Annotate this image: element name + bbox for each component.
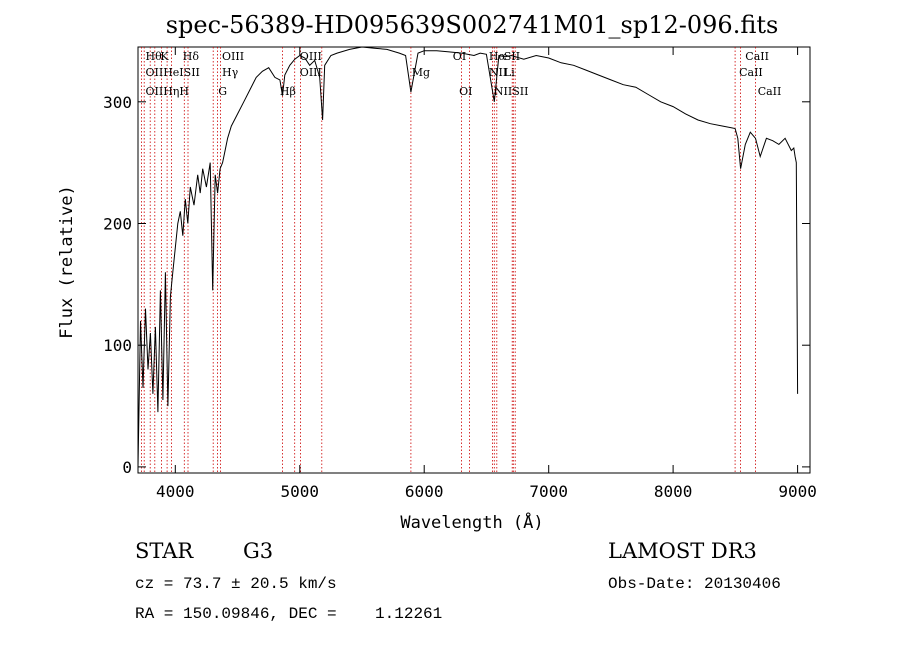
- line-label-1-3: Mg: [412, 66, 430, 79]
- line-label-1-0: OIIHeISII: [146, 66, 200, 79]
- object-type: STAR: [135, 539, 194, 563]
- y-axis-label: Flux (relative): [57, 185, 77, 339]
- line-label-2-3: OI: [459, 85, 472, 98]
- line-label-2-4: NIISII: [494, 85, 529, 98]
- line-label-2-5: CaII: [758, 85, 782, 98]
- chart-title: spec-56389-HD095639S002741M01_sp12-096.f…: [166, 11, 779, 39]
- x-tick-label-3: 7000: [529, 482, 568, 501]
- spectral-class: G3: [243, 539, 274, 563]
- x-tick-label-2: 6000: [405, 482, 444, 501]
- line-label-0-3: OIII: [222, 50, 244, 63]
- survey-name: LAMOST DR3: [608, 539, 757, 563]
- line-label-1-2: OIII: [300, 66, 322, 79]
- line-label-2-1: G: [218, 85, 227, 98]
- emission-line-markers: [140, 47, 756, 473]
- line-label-2-2: Hβ: [280, 85, 296, 98]
- line-label-0-8: CaII: [745, 50, 769, 63]
- x-tick-label-0: 4000: [156, 482, 195, 501]
- x-tick-label-1: 5000: [281, 482, 320, 501]
- x-axis-label: Wavelength (Å): [400, 511, 543, 533]
- y-tick-label-2: 200: [103, 215, 132, 234]
- line-label-1-5: Li: [504, 66, 515, 79]
- y-tick-label-0: 0: [122, 458, 132, 477]
- line-label-1-6: CaII: [739, 66, 763, 79]
- y-tick-label-1: 100: [103, 336, 132, 355]
- spectrum-series-line: [137, 46, 799, 467]
- x-axis-ticks: 4000 5000 6000 7000 8000 9000: [156, 47, 817, 501]
- coordinates: RA = 150.09846, DEC = 1.12261: [135, 605, 443, 623]
- y-tick-label-3: 300: [103, 93, 132, 112]
- line-label-1-4: NII: [489, 66, 507, 79]
- line-label-0-4: OIII: [300, 50, 322, 63]
- obs-date: Obs-Date: 20130406: [608, 575, 781, 593]
- plot-frame: [137, 46, 811, 474]
- line-label-0-2: Hδ: [183, 50, 200, 63]
- line-label-1-1: Hγ: [222, 66, 239, 79]
- line-label-0-7: SII: [504, 50, 520, 63]
- x-tick-label-5: 9000: [778, 482, 817, 501]
- line-label-0-0: Hθ: [146, 50, 163, 63]
- y-axis-ticks: 0 100 200 300: [103, 93, 810, 477]
- line-label-0-1: K: [160, 50, 169, 63]
- x-tick-label-4: 8000: [654, 482, 693, 501]
- line-label-0-6: Hα: [489, 50, 507, 63]
- line-label-2-0: OIIHηH: [146, 85, 189, 98]
- redshift-text: cz = 73.7 ± 20.5 km/s: [135, 575, 337, 593]
